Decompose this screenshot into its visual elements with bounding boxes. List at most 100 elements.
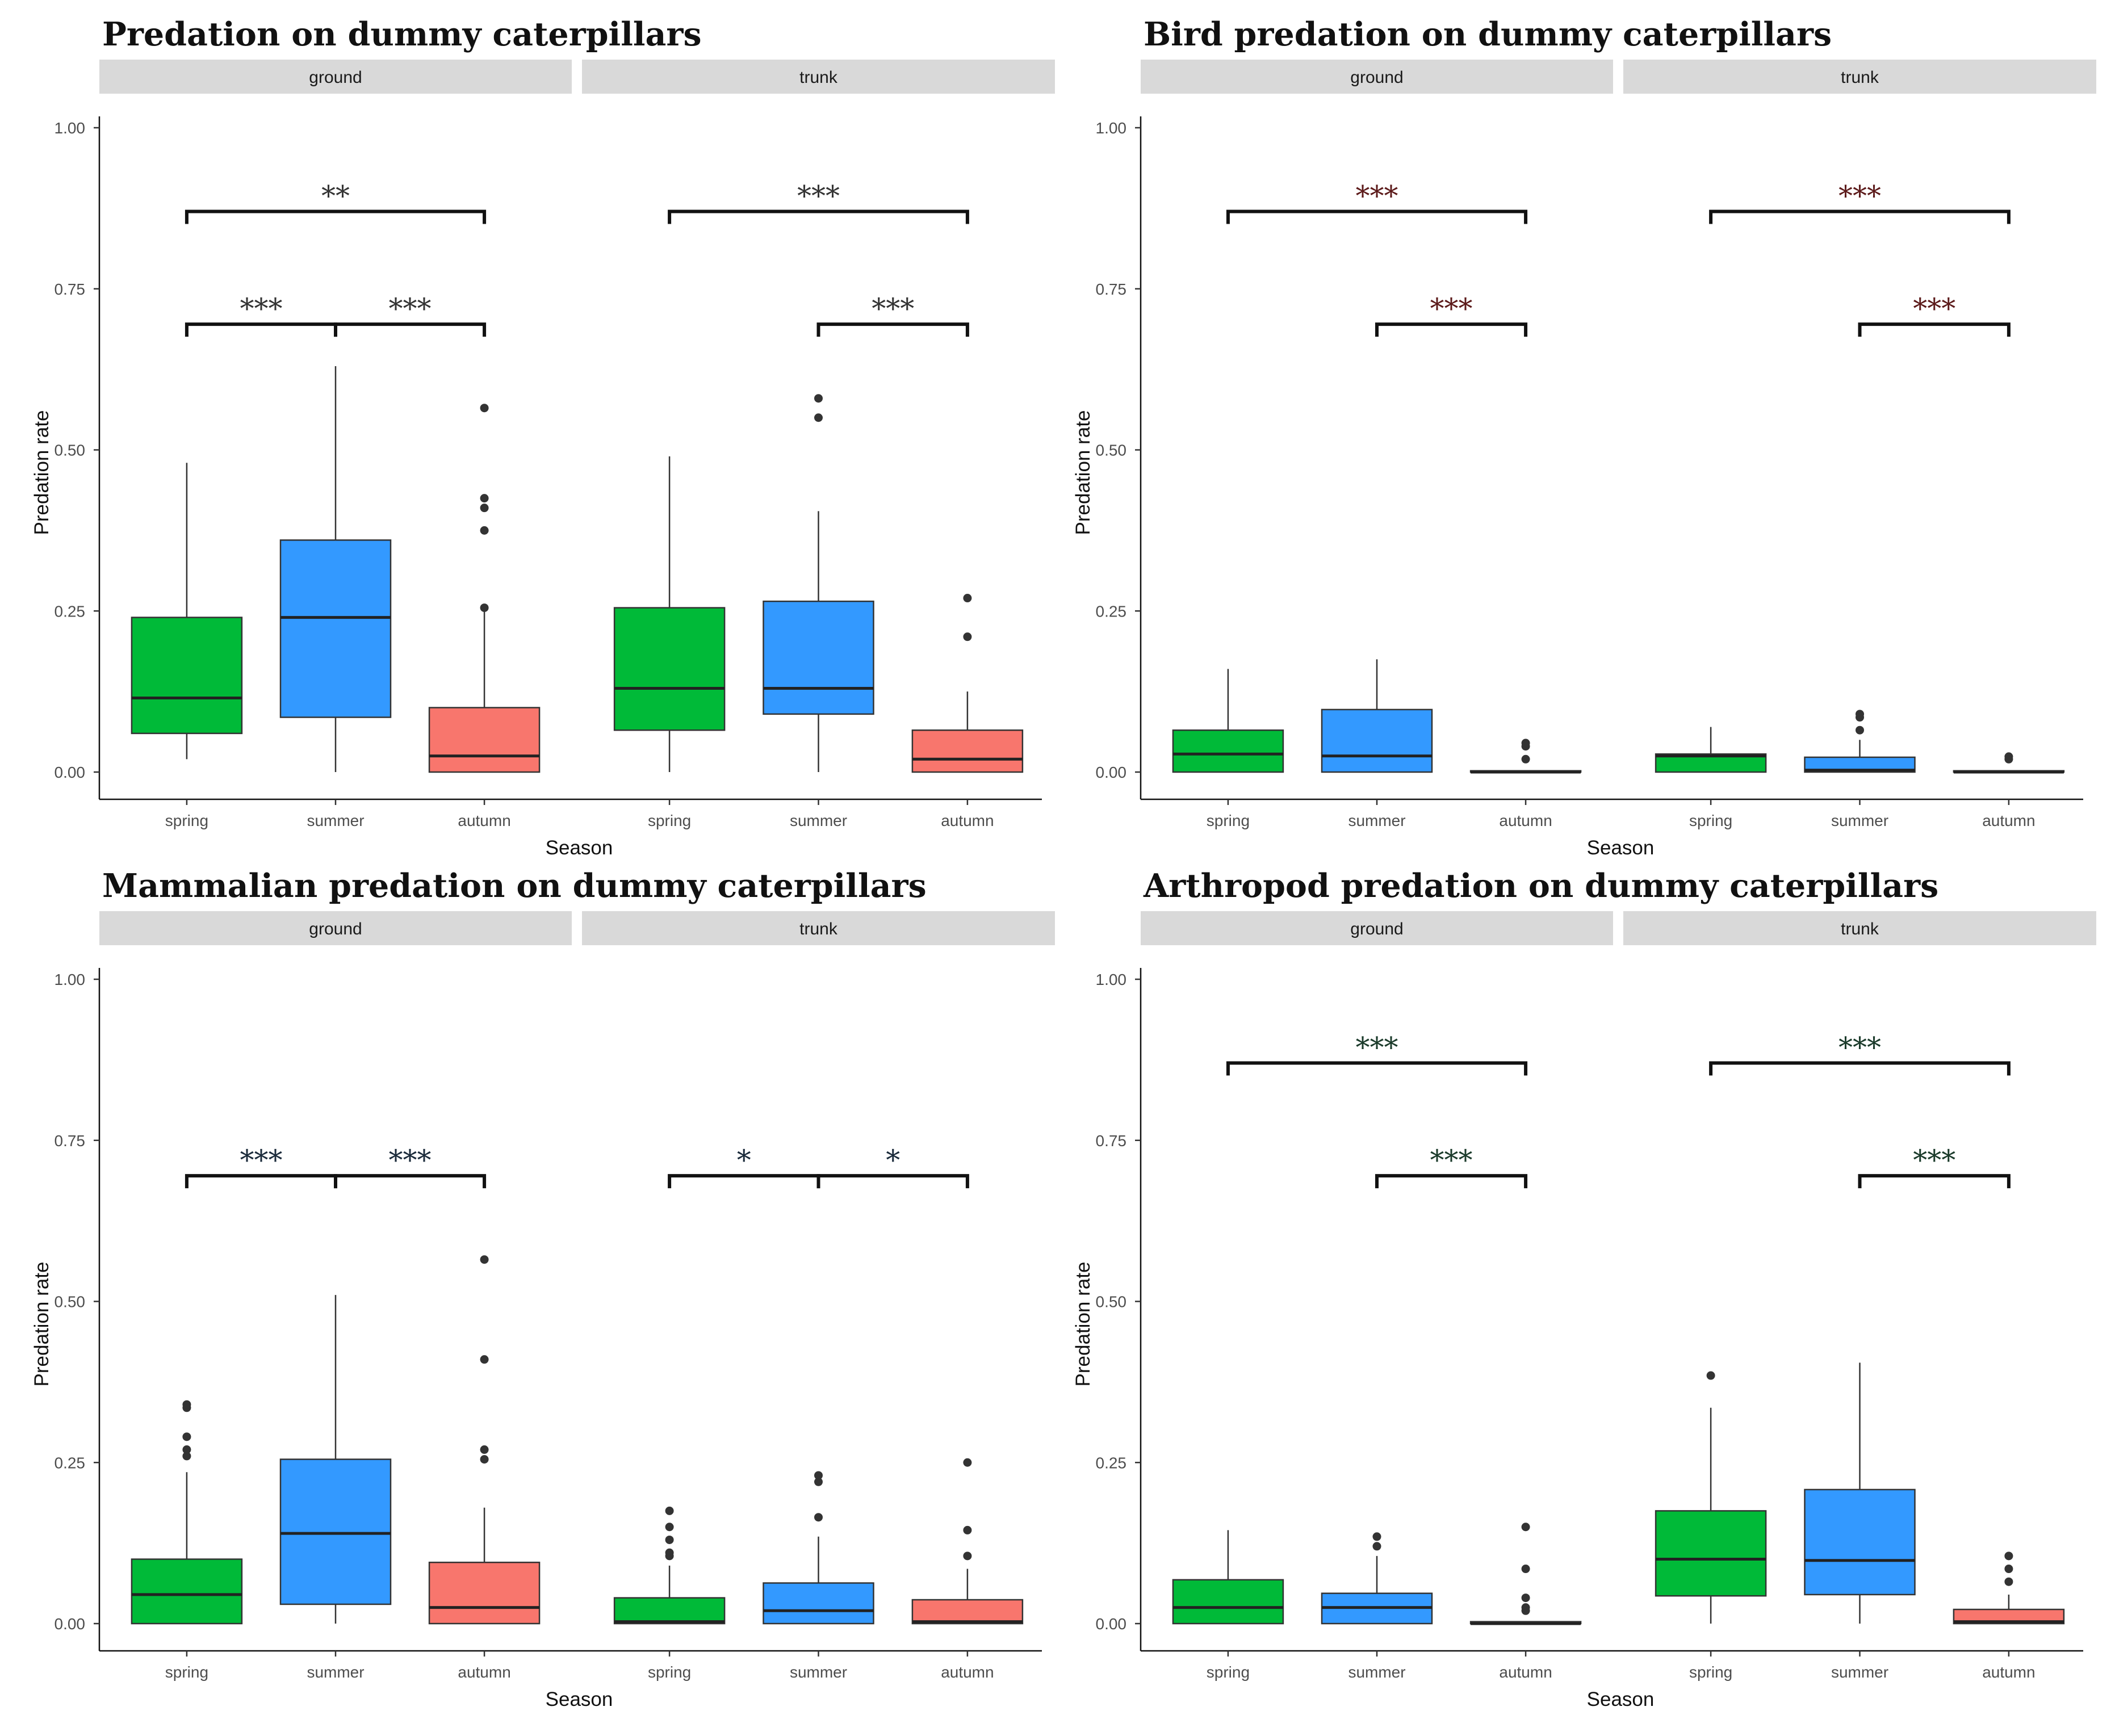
box-iqr: [428, 707, 541, 773]
box-group: [613, 1506, 726, 1625]
outlier-point: [814, 1477, 823, 1486]
significance-label: ***: [1356, 1031, 1398, 1064]
outlier-point: [814, 394, 823, 403]
significance-label: ***: [1838, 1031, 1881, 1064]
y-tick-label: 1.00: [55, 119, 86, 137]
outlier-point: [665, 1535, 674, 1544]
outlier-point: [1521, 1594, 1530, 1603]
y-tick-label: 0.00: [55, 764, 86, 781]
facet-strip-label: trunk: [799, 920, 838, 938]
y-tick-label: 0.25: [1096, 602, 1127, 620]
x-tick-label: autumn: [941, 1663, 994, 1681]
box-group: [911, 594, 1024, 773]
x-axis-title: Season: [1587, 837, 1655, 859]
box-iqr: [1804, 1488, 1916, 1596]
box-iqr: [613, 1597, 726, 1625]
significance-bracket: [816, 322, 969, 337]
chart-panel: Predation on dummy caterpillars 0.00 0.25 0…: [31, 15, 1055, 859]
box-iqr: [763, 600, 874, 715]
outlier-point: [480, 526, 489, 535]
box-iqr: [279, 539, 392, 718]
x-tick-label: spring: [165, 812, 208, 829]
outlier-point: [2004, 752, 2013, 761]
facet-strip-label: ground: [309, 68, 362, 87]
significance-label: ***: [1356, 180, 1398, 213]
x-tick-label: summer: [790, 812, 847, 829]
facet-strip-label: ground: [1350, 920, 1403, 938]
x-axis-title: Season: [546, 1688, 613, 1710]
significance-bracket: [668, 1174, 820, 1189]
outlier-point: [963, 632, 972, 641]
outlier-point: [182, 1445, 191, 1454]
x-tick-label: summer: [307, 812, 364, 829]
significance-bracket: [185, 209, 487, 224]
x-tick-label: autumn: [458, 1663, 510, 1681]
outlier-point: [182, 1400, 191, 1409]
significance-label: ***: [872, 292, 914, 325]
x-tick-label: autumn: [1499, 812, 1552, 829]
y-tick-label: 0.00: [1096, 1615, 1127, 1633]
facet-strip: [1141, 60, 1613, 94]
y-tick-label: 0.50: [1096, 1293, 1127, 1311]
significance-bracket: [334, 1174, 487, 1189]
box-group: [1172, 669, 1284, 773]
box-group: [1953, 1552, 2065, 1625]
significance-bracket: [668, 209, 969, 224]
x-tick-label: summer: [1348, 1663, 1405, 1681]
x-tick-label: summer: [1348, 812, 1405, 829]
significance-bracket: [1709, 209, 2011, 224]
y-tick-label: 0.00: [55, 1615, 86, 1633]
significance-label: *: [737, 1144, 751, 1177]
box-iqr: [428, 1561, 541, 1625]
outlier-point: [814, 1513, 823, 1522]
box-group: [1469, 739, 1582, 774]
x-tick-label: autumn: [458, 812, 510, 829]
x-tick-label: spring: [165, 1663, 208, 1681]
box-group: [1953, 752, 2065, 774]
x-tick-label: spring: [648, 1663, 691, 1681]
significance-label: ***: [797, 180, 840, 213]
box-group: [131, 463, 243, 760]
significance-bracket: [334, 322, 487, 337]
box-iqr: [131, 1558, 243, 1625]
y-axis-title: Predation rate: [1072, 1262, 1094, 1387]
y-tick-label: 1.00: [55, 971, 86, 988]
outlier-point: [182, 1452, 191, 1461]
significance-bracket: [1858, 322, 2011, 337]
box-group: [1655, 727, 1767, 773]
box-iqr: [613, 607, 726, 731]
outlier-point: [480, 494, 489, 503]
y-tick-label: 0.75: [1096, 280, 1127, 298]
outlier-point: [814, 1471, 823, 1480]
significance-label: *: [886, 1144, 900, 1177]
y-axis-title: Predation rate: [1072, 410, 1094, 535]
y-axis-title: Predation rate: [31, 410, 53, 535]
significance-bracket: [185, 1174, 337, 1189]
significance-bracket: [1858, 1174, 2011, 1189]
facet-strip-label: ground: [1350, 68, 1403, 87]
x-tick-label: autumn: [1982, 1663, 2035, 1681]
significance-bracket: [1226, 1061, 1528, 1076]
outlier-point: [963, 1525, 972, 1534]
x-tick-label: autumn: [1982, 812, 2035, 829]
outlier-point: [480, 504, 489, 513]
box-group: [1321, 659, 1433, 773]
y-tick-label: 0.50: [55, 1293, 86, 1311]
significance-bracket: [185, 322, 337, 337]
box-iqr: [131, 617, 243, 735]
outlier-point: [480, 1455, 489, 1464]
x-tick-label: summer: [1831, 812, 1888, 829]
significance-bracket: [816, 1174, 969, 1189]
box-group: [1804, 1362, 1916, 1624]
chart-panel: Mammalian predation on dummy caterpillar…: [31, 867, 1055, 1710]
x-axis-title: Season: [1587, 1688, 1655, 1710]
outlier-point: [963, 1552, 972, 1561]
outlier-point: [1372, 1542, 1381, 1551]
y-tick-label: 0.75: [55, 280, 86, 298]
significance-bracket: [1375, 322, 1528, 337]
outlier-point: [1372, 1532, 1381, 1541]
outlier-point: [2004, 1577, 2013, 1586]
box-group: [613, 456, 726, 772]
outlier-point: [480, 1355, 489, 1364]
facet-strip: [1141, 911, 1613, 945]
